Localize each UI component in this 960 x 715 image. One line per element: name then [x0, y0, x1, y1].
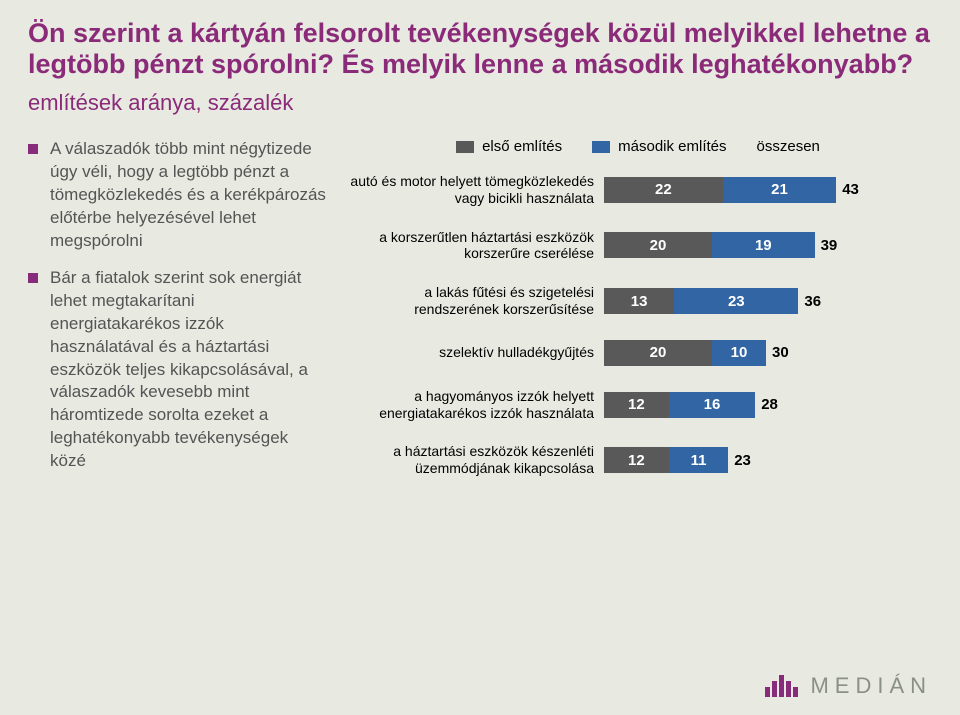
- row-label: szelektív hulladékgyűjtés: [344, 344, 604, 361]
- legend-label: második említés: [618, 138, 726, 155]
- bar-total: 23: [728, 447, 751, 473]
- bar-wrap: 222143: [604, 177, 932, 203]
- bar-total: 43: [836, 177, 859, 203]
- chart-area: első említés második említés összesen autó…: [338, 138, 932, 499]
- bar-first-mention: 20: [604, 340, 712, 366]
- logo: MEDIÁN: [765, 673, 932, 699]
- bar-total: 36: [798, 288, 821, 314]
- bar-first-mention: 12: [604, 447, 669, 473]
- row-label: a hagyományos izzók helyett energiatakar…: [344, 388, 604, 422]
- bar-first-mention: 12: [604, 392, 669, 418]
- chart-legend: első említés második említés összesen: [344, 138, 932, 155]
- chart-row: a lakás fűtési és szigetelési rendszerén…: [344, 284, 932, 318]
- bar-first-mention: 13: [604, 288, 674, 314]
- logo-bars-icon: [765, 675, 798, 697]
- bar-first-mention: 22: [604, 177, 723, 203]
- chart-row: a hagyományos izzók helyett energiatakar…: [344, 388, 932, 422]
- bar-second-mention: 16: [669, 392, 755, 418]
- legend-label: első említés: [482, 138, 562, 155]
- bar-total: 30: [766, 340, 789, 366]
- chart-row: a háztartási eszközök készenléti üzemmód…: [344, 443, 932, 477]
- bar-second-mention: 11: [669, 447, 728, 473]
- chart-row: a korszerűtlen háztartási eszközök korsz…: [344, 229, 932, 263]
- bullet-text: Bár a fiatalok szerint sok energiát lehe…: [50, 267, 326, 473]
- bullet-square-icon: [28, 144, 38, 154]
- legend-item: második említés: [592, 138, 726, 155]
- bar-second-mention: 19: [712, 232, 815, 258]
- logo-text: MEDIÁN: [810, 673, 932, 699]
- slide-title: Ön szerint a kártyán felsorolt tevékenys…: [28, 18, 932, 80]
- bullet-item: A válaszadók több mint négytizede úgy vé…: [28, 138, 326, 253]
- row-label: a korszerűtlen háztartási eszközök korsz…: [344, 229, 604, 263]
- row-label: autó és motor helyett tömegközlekedés va…: [344, 173, 604, 207]
- row-label: a háztartási eszközök készenléti üzemmód…: [344, 443, 604, 477]
- bar-wrap: 132336: [604, 288, 932, 314]
- chart-row: szelektív hulladékgyűjtés201030: [344, 340, 932, 366]
- legend-item: első említés: [456, 138, 562, 155]
- bar-wrap: 201939: [604, 232, 932, 258]
- legend-item: összesen: [757, 138, 820, 155]
- bar-total: 28: [755, 392, 778, 418]
- bar-total: 39: [815, 232, 838, 258]
- legend-swatch-icon: [456, 141, 474, 153]
- bullet-item: Bár a fiatalok szerint sok energiát lehe…: [28, 267, 326, 473]
- bullet-list: A válaszadók több mint négytizede úgy vé…: [28, 138, 338, 499]
- bullet-square-icon: [28, 273, 38, 283]
- bar-wrap: 201030: [604, 340, 932, 366]
- slide-subtitle: említések aránya, százalék: [28, 90, 932, 116]
- row-label: a lakás fűtési és szigetelési rendszerén…: [344, 284, 604, 318]
- legend-label: összesen: [757, 138, 820, 155]
- bar-wrap: 121123: [604, 447, 932, 473]
- bar-second-mention: 21: [723, 177, 836, 203]
- bar-second-mention: 10: [712, 340, 766, 366]
- bar-second-mention: 23: [674, 288, 798, 314]
- bar-wrap: 121628: [604, 392, 932, 418]
- chart-row: autó és motor helyett tömegközlekedés va…: [344, 173, 932, 207]
- legend-swatch-icon: [592, 141, 610, 153]
- bullet-text: A válaszadók több mint négytizede úgy vé…: [50, 138, 326, 253]
- bar-first-mention: 20: [604, 232, 712, 258]
